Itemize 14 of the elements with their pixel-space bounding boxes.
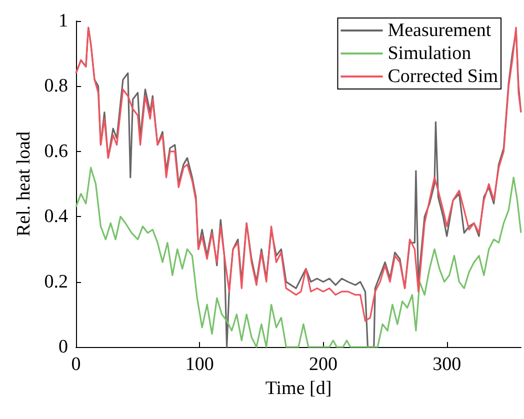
x-tick-label: 300 <box>432 354 462 375</box>
x-tick-label: 200 <box>308 354 338 375</box>
x-axis-title: Time [d] <box>265 378 332 399</box>
legend-label: Simulation <box>388 43 472 64</box>
y-tick-label: 0 <box>58 336 68 358</box>
legend-label: Measurement <box>388 20 492 41</box>
y-tick-label: 0.6 <box>44 140 68 162</box>
y-tick-label: 1 <box>58 10 68 32</box>
legend-label: Corrected Sim <box>388 66 498 87</box>
y-tick-label: 0.2 <box>44 271 68 292</box>
x-tick-label: 100 <box>185 354 214 375</box>
y-tick-label: 0.8 <box>44 76 68 97</box>
y-tick-label: 0.4 <box>44 206 68 228</box>
y-axis-title: Rel. heat load <box>13 131 34 236</box>
